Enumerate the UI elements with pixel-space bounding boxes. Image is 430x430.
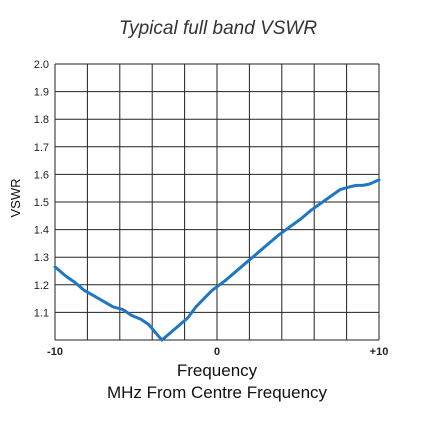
- y-tick-label-8: 1.9: [34, 87, 49, 99]
- y-tick-label-7: 1.8: [34, 114, 49, 126]
- x-tick-label-0: -10: [47, 346, 63, 358]
- x-tick-labels: -10 0 +10: [47, 346, 388, 358]
- x-axis-label: Frequency: [177, 361, 258, 380]
- y-tick-label-6: 1.7: [34, 142, 49, 154]
- x-tick-label-1: 0: [214, 346, 220, 358]
- y-tick-label-5: 1.6: [34, 169, 49, 181]
- y-tick-labels: 1.1 1.2 1.3 1.4 1.5 1.6 1.7 1.8 1.9 2.0: [34, 59, 49, 319]
- y-tick-label-1: 1.2: [34, 280, 49, 292]
- grid: [54, 63, 380, 341]
- y-tick-label-2: 1.3: [34, 252, 49, 264]
- y-tick-label-4: 1.5: [34, 197, 49, 209]
- y-tick-label-3: 1.4: [34, 225, 49, 237]
- y-tick-label-9: 2.0: [34, 59, 49, 71]
- vswr-series-line: [53, 178, 381, 342]
- x-tick-label-2: +10: [370, 346, 389, 358]
- y-tick-label-0: 1.1: [34, 307, 49, 319]
- x-axis-sublabel: MHz From Centre Frequency: [107, 383, 328, 402]
- chart-title: Typical full band VSWR: [119, 18, 317, 39]
- y-axis-label: VSWR: [8, 179, 23, 218]
